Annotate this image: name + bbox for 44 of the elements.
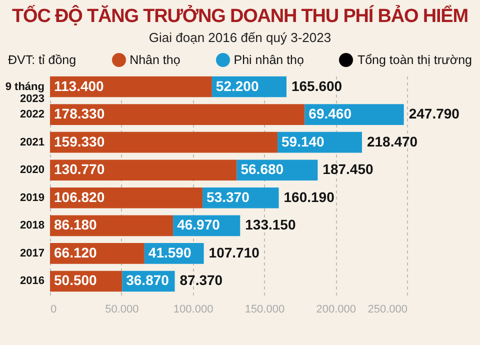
y-tick-label: 9 tháng 2023	[5, 80, 44, 105]
y-tick-label: 2018	[20, 220, 44, 232]
x-tick-label: 250.000	[368, 304, 408, 316]
legend-label: Phi nhân thọ	[234, 53, 304, 67]
y-tick-label: 2019	[20, 192, 44, 204]
y-tick-label: 2022	[20, 108, 44, 121]
data-label: 130.770	[54, 161, 105, 178]
total-label: 133.150	[245, 216, 296, 233]
total-label: 247.790	[408, 106, 460, 122]
x-tick-label: 200.000	[316, 304, 356, 316]
x-tick-label: 50.000	[105, 304, 139, 316]
data-label: 56.680	[240, 161, 284, 178]
data-label: 59.140	[282, 133, 325, 150]
y-tick-label: 2021	[20, 136, 44, 148]
total-label: 160.190	[284, 188, 335, 205]
x-tick-label: 100.000	[173, 304, 214, 316]
data-label: 36.870	[126, 272, 170, 288]
data-label: 46.970	[177, 216, 220, 233]
data-label: 159.330	[54, 133, 105, 150]
text: Tổng toàn thị trường	[357, 53, 472, 67]
chart-title: TỐC ĐỘ TĂNG TRƯỞNG DOANH THU PHÍ BẢO HIỂM	[11, 6, 469, 28]
data-label: 50.500	[54, 272, 98, 288]
data-label: 66.120	[54, 244, 98, 260]
data-label: 52.200	[216, 78, 259, 94]
y-tick-label: 2016	[20, 275, 44, 288]
data-label: 106.820	[54, 188, 105, 205]
legend-label: Nhân thọ	[130, 53, 180, 67]
y-tick-label: 2017	[20, 247, 44, 260]
total-label: 165.600	[291, 78, 342, 94]
data-label: 178.330	[54, 106, 105, 122]
data-label: 86.180	[54, 216, 98, 233]
total-label: 87.370	[180, 272, 223, 288]
y-tick-label: 2020	[20, 164, 44, 176]
data-label: 53.370	[206, 188, 250, 205]
chart-subtitle: Giai đoạn 2016 đến quý 3-2023	[148, 30, 332, 45]
x-tick-label: 0	[50, 304, 57, 316]
text: ĐVT: tỉ đồng	[8, 53, 76, 67]
data-label: 113.400	[54, 78, 104, 94]
x-tick-label: 150.000	[244, 304, 285, 316]
total-label: 107.710	[208, 244, 260, 260]
total-label: 218.470	[366, 133, 418, 150]
data-label: 41.590	[148, 244, 192, 260]
data-label: 69.460	[308, 106, 352, 122]
total-label: 187.450	[322, 161, 374, 178]
